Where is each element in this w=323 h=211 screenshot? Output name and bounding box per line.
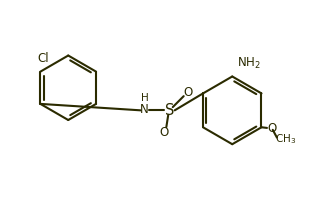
Text: Cl: Cl — [38, 51, 49, 65]
Text: N: N — [140, 103, 149, 116]
Text: NH$_2$: NH$_2$ — [237, 55, 261, 71]
Text: S: S — [165, 103, 174, 118]
Text: O: O — [183, 86, 192, 99]
Text: O: O — [267, 122, 276, 135]
Text: H: H — [141, 93, 148, 103]
Text: CH$_3$: CH$_3$ — [275, 133, 296, 146]
Text: O: O — [160, 126, 169, 139]
